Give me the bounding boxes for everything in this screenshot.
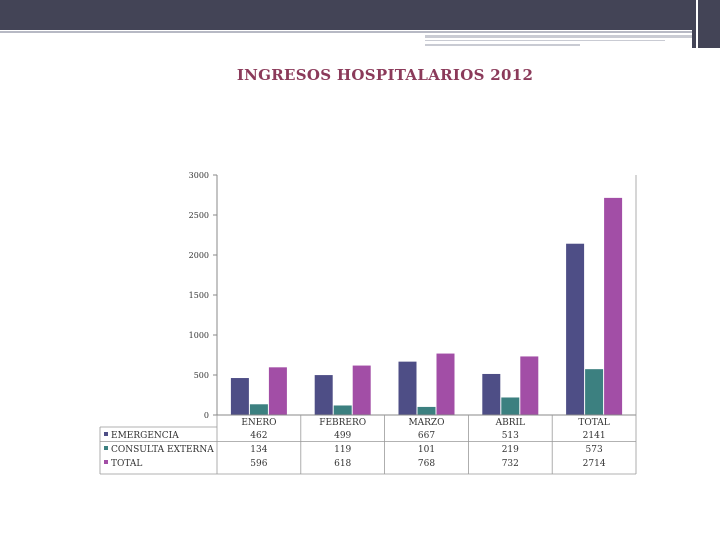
decorative-rule <box>425 40 665 41</box>
data-table-value: 667 <box>418 431 435 441</box>
bar-total <box>268 367 287 415</box>
header-rule <box>0 31 692 33</box>
decorative-rule <box>425 35 692 38</box>
bar-layer <box>230 197 623 415</box>
data-table-value: 462 <box>250 431 267 441</box>
bar-emergencia <box>398 361 417 415</box>
bar-emergencia <box>314 375 333 415</box>
x-category-label: TOTAL <box>578 418 609 428</box>
legend-label: TOTAL <box>111 459 142 469</box>
bar-consulta-externa <box>417 406 436 415</box>
header-corner-accent <box>692 0 720 48</box>
data-table-value: 2714 <box>583 459 606 469</box>
y-tick-label: 2500 <box>189 211 209 220</box>
bar-consulta-externa <box>501 397 520 415</box>
data-table-value: 573 <box>586 445 603 455</box>
bar-total <box>352 365 371 415</box>
bar-total <box>520 356 539 415</box>
y-tick-label: 0 <box>204 411 209 420</box>
data-table-value: 732 <box>502 459 519 469</box>
bar-emergencia <box>566 243 585 415</box>
bar-consulta-externa <box>249 404 268 415</box>
bar-consulta-externa <box>585 369 604 415</box>
data-table-value: 101 <box>418 445 435 455</box>
legend-label: EMERGENCIA <box>111 431 179 441</box>
data-table-value: 119 <box>334 445 351 455</box>
x-category-label: FEBRERO <box>319 418 366 428</box>
bar-consulta-externa <box>333 405 352 415</box>
bar-total <box>436 353 455 415</box>
decorative-rule <box>425 44 580 46</box>
axis-layer: 0 500 1000 1500 2000 2500 3000 <box>189 171 218 420</box>
data-table-value: 134 <box>250 445 267 455</box>
data-table: ENERO FEBRERO MARZO ABRIL TOTAL EMERGENCIA 462… <box>99 175 637 475</box>
legend-swatch <box>104 432 108 436</box>
legend-label: CONSULTA EXTERNA <box>111 445 214 455</box>
y-tick-label: 1500 <box>189 291 209 300</box>
data-table-value: 768 <box>418 459 435 469</box>
y-tick-label: 2000 <box>189 251 209 260</box>
x-category-label: ABRIL <box>495 418 525 428</box>
slide-title: INGRESOS HOSPITALARIOS 2012 <box>236 66 534 84</box>
y-tick-label: 3000 <box>189 171 209 180</box>
data-table-value: 618 <box>334 459 351 469</box>
data-table-value: 499 <box>334 431 351 441</box>
data-table-value: 2141 <box>583 431 606 441</box>
header-band <box>0 0 720 30</box>
data-table-value: 513 <box>502 431 519 441</box>
bar-total <box>604 197 623 415</box>
legend-swatch <box>104 460 108 464</box>
x-category-label: MARZO <box>408 418 444 428</box>
legend-swatch <box>104 446 108 450</box>
data-table-value: 219 <box>502 445 519 455</box>
data-table-value: 596 <box>250 459 267 469</box>
bar-emergencia <box>230 378 249 415</box>
y-tick-label: 1000 <box>189 331 209 340</box>
y-tick-label: 500 <box>194 371 209 380</box>
bar-emergencia <box>482 373 501 415</box>
x-category-label: ENERO <box>241 418 276 428</box>
